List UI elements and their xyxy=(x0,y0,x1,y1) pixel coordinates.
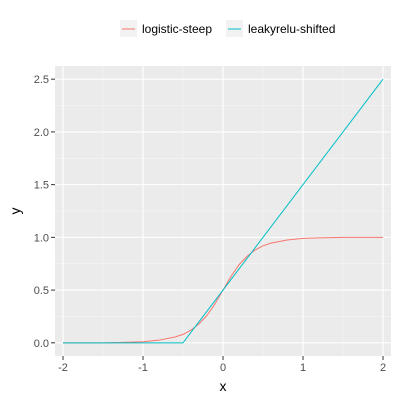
y-tick-label: 1.0 xyxy=(34,232,49,244)
y-tick-label: 0.0 xyxy=(34,338,49,350)
y-tick-label: 2.5 xyxy=(34,74,49,86)
x-axis-title: x xyxy=(220,378,227,394)
series-lines xyxy=(63,78,384,344)
series-line-leakyrelu-shifted xyxy=(63,78,384,344)
y-tick-label: 1.5 xyxy=(34,180,49,192)
legend-label: logistic-steep xyxy=(142,22,212,36)
x-tick-label: 2 xyxy=(380,362,386,374)
y-tick-label: 2.0 xyxy=(34,127,49,139)
y-axis: 0.0 0.5 1.0 1.5 2.0 2.5 xyxy=(34,74,55,350)
x-tick-label: 1 xyxy=(300,362,306,374)
legend: logistic-steep leakyrelu-shifted xyxy=(120,20,335,37)
x-axis: -2 -1 0 1 2 xyxy=(58,356,386,374)
x-tick-label: 0 xyxy=(220,362,226,374)
y-axis-title: y xyxy=(7,208,23,215)
legend-label: leakyrelu-shifted xyxy=(248,22,335,36)
x-tick-label: -1 xyxy=(138,362,148,374)
y-tick-label: 0.5 xyxy=(34,285,49,297)
x-tick-label: -2 xyxy=(58,362,68,374)
grid-major xyxy=(55,66,391,356)
